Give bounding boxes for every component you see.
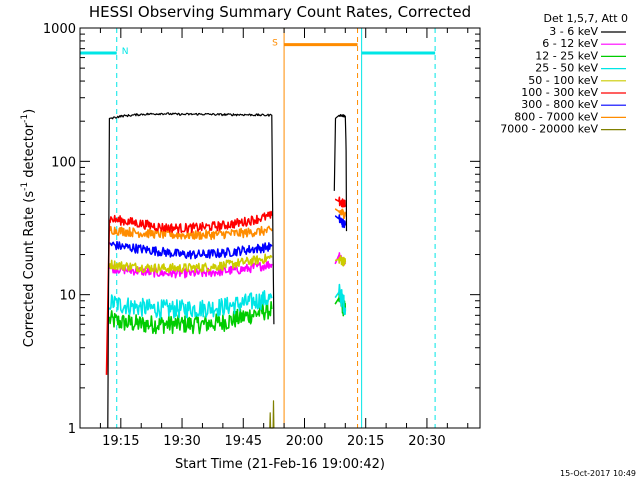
series-line (108, 260, 273, 279)
series-line (334, 255, 347, 267)
y-axis: 1 10 100 1000 (43, 22, 480, 437)
y-axis-label-main: Corrected Count Rate (s (22, 191, 37, 348)
y-axis-label: Corrected Count Rate (s-1 detector-1) (20, 109, 37, 347)
y-axis-label-sup1: -1 (20, 182, 30, 191)
legend-title: Det 1,5,7, Att 0 (544, 12, 628, 25)
legend-label: 25 - 50 keV (535, 62, 598, 75)
footer-timestamp: 15-Oct-2017 10:49 (560, 469, 636, 478)
flag-label: N (122, 47, 129, 57)
series-line (108, 300, 273, 335)
series-line (108, 240, 273, 260)
legend-label: 300 - 800 keV (521, 98, 598, 111)
series-layer (105, 112, 348, 429)
legend-label: 12 - 25 keV (535, 49, 598, 62)
series-line (108, 289, 273, 320)
series-line (334, 208, 347, 220)
series-line (269, 400, 275, 429)
legend-label: 6 - 12 keV (542, 37, 598, 50)
y-tick-label: 10 (59, 289, 76, 304)
legend-label: 50 - 100 keV (528, 74, 598, 87)
y-axis-label-sup2: -1 (20, 114, 30, 123)
legend-label: 3 - 6 keV (549, 25, 598, 38)
chart-title: HESSI Observing Summary Count Rates, Cor… (89, 3, 471, 21)
legend-label: 100 - 300 keV (521, 86, 598, 99)
plot-frame (79, 27, 481, 429)
series-line (334, 196, 347, 208)
series-line (334, 283, 347, 316)
y-tick-label: 1000 (43, 22, 76, 37)
x-tick-label: 20:30 (408, 434, 445, 449)
x-tick-label: 19:30 (163, 434, 200, 449)
legend-label: 800 - 7000 keV (514, 110, 598, 123)
x-axis-label: Start Time (21-Feb-16 19:00:42) (175, 457, 385, 472)
series-line (108, 225, 273, 241)
x-tick-label: 20:15 (347, 434, 384, 449)
series-line (108, 253, 273, 274)
x-axis: 19:15 19:30 19:45 20:00 20:15 20:30 (99, 28, 469, 449)
series-line (105, 210, 273, 375)
y-tick-label: 1 (68, 422, 76, 437)
y-axis-label-mid: detector (22, 122, 37, 182)
y-tick-label: 100 (51, 155, 76, 170)
y-axis-label-end: ) (22, 109, 37, 114)
series-line (333, 113, 348, 232)
legend-label: 7000 - 20000 keV (500, 123, 598, 136)
x-tick-label: 19:15 (102, 434, 139, 449)
series-line (107, 112, 275, 429)
series-line (334, 214, 347, 229)
x-tick-label: 19:45 (225, 434, 262, 449)
x-tick-label: 20:00 (286, 434, 323, 449)
flag-label: S (272, 39, 278, 49)
